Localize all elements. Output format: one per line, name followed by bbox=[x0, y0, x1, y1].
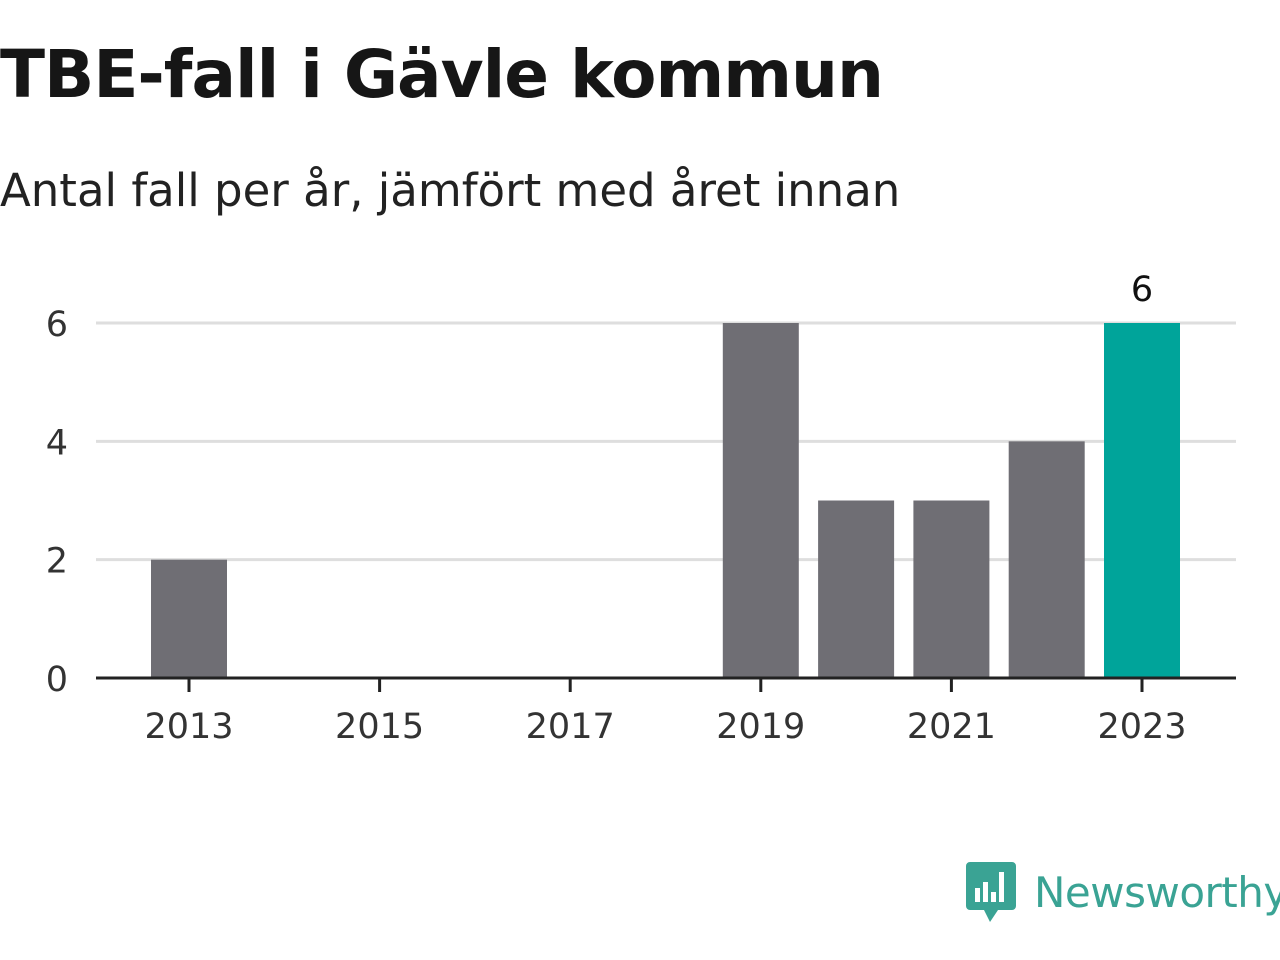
bar-2019 bbox=[722, 323, 799, 678]
newsworthy-logo-icon bbox=[966, 862, 1016, 922]
bar-2020 bbox=[818, 500, 895, 678]
chart-title: TBE-fall i Gävle kommun bbox=[0, 36, 884, 113]
x-tick-label: 2021 bbox=[907, 707, 996, 747]
bar-2023 bbox=[1104, 323, 1180, 678]
brand: Newsworthy bbox=[966, 862, 1280, 924]
bar-2013 bbox=[151, 559, 227, 678]
y-tick-label: 2 bbox=[46, 542, 68, 582]
bar-2021 bbox=[913, 500, 990, 678]
x-tick-label: 2017 bbox=[526, 707, 615, 747]
labels: 0 2 4 6 2013 2015 2017 2019 2021 2023 6 bbox=[46, 270, 1187, 747]
bars bbox=[151, 323, 1180, 678]
bar-2022 bbox=[1008, 441, 1085, 678]
y-tick-label: 0 bbox=[46, 660, 68, 700]
data-label: 6 bbox=[1131, 270, 1153, 310]
x-axis bbox=[96, 676, 1236, 692]
x-tick-label: 2013 bbox=[144, 707, 233, 747]
y-tick-label: 6 bbox=[46, 305, 68, 345]
brand-name: Newsworthy bbox=[1034, 868, 1280, 917]
y-tick-label: 4 bbox=[46, 423, 68, 463]
x-tick-label: 2019 bbox=[716, 707, 805, 747]
x-tick-label: 2023 bbox=[1097, 707, 1186, 747]
x-tick-label: 2015 bbox=[335, 707, 424, 747]
chart-subtitle: Antal fall per år, jämfört med året inna… bbox=[0, 164, 901, 217]
